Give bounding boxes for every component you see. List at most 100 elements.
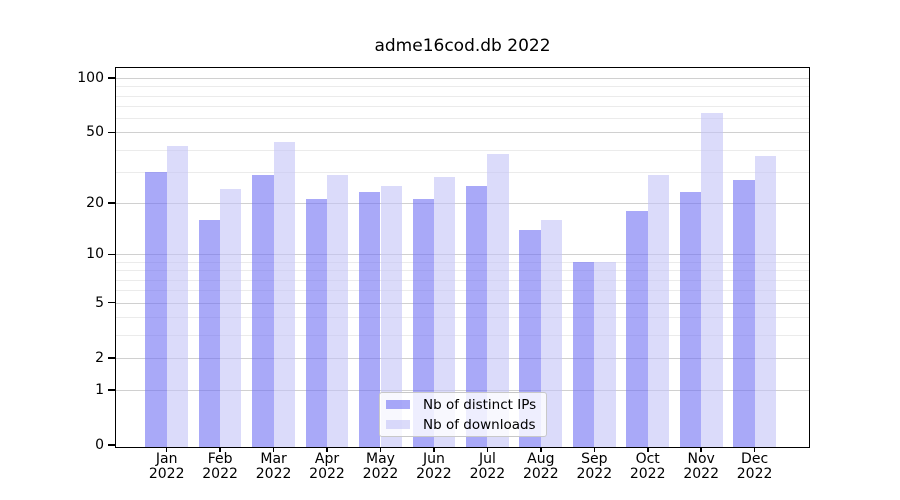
gridline-minor-7 [116, 279, 809, 281]
gridline-minor-4 [116, 317, 809, 319]
x-tick-year: 2022 [683, 466, 719, 482]
gridline-major-1 [116, 390, 809, 391]
x-tick-year: 2022 [522, 466, 559, 482]
gridline-minor-30 [116, 171, 809, 173]
y-tick-label-5: 5 [95, 294, 104, 311]
gridline-minor-6 [116, 290, 809, 292]
x-tick-year: 2022 [148, 466, 185, 482]
x-tick-label-feb: Feb 2022 [185, 452, 255, 482]
x-tick-label-aug: Aug 2022 [506, 452, 576, 482]
bar-jul-downloads [487, 153, 509, 447]
x-tick-month: Aug [527, 451, 555, 467]
gridline-minor-60 [116, 118, 809, 120]
x-tick-mark-mar [272, 447, 275, 452]
gridline-major-100 [116, 78, 809, 79]
bar-nov-distinct-ips [679, 192, 702, 447]
x-tick-month: Dec [741, 451, 769, 467]
x-tick-month: Feb [207, 451, 233, 467]
x-tick-label-sep: Sep 2022 [559, 452, 629, 482]
y-tick-label-2: 2 [95, 349, 104, 366]
bar-sep-downloads [594, 261, 616, 447]
bar-jul-distinct-ips [466, 185, 488, 447]
legend-label-downloads: Nb of downloads [423, 416, 536, 433]
gridline-minor-90 [116, 86, 809, 88]
x-tick-mark-nov [700, 447, 702, 452]
x-tick-year: 2022 [416, 466, 452, 482]
bar-apr-downloads [327, 174, 349, 447]
x-tick-label-jul: Jul 2022 [452, 452, 522, 482]
x-tick-month: Jun [422, 451, 445, 467]
x-tick-year: 2022 [576, 466, 613, 482]
y-tick-mark-1 [108, 389, 115, 391]
y-tick-mark-10 [108, 253, 115, 256]
bar-mar-downloads [273, 142, 295, 447]
x-tick-mark-aug [540, 447, 542, 452]
bar-sep-distinct-ips [572, 261, 595, 447]
legend-item-downloads: Nb of downloads [386, 416, 540, 433]
bar-oct-distinct-ips [626, 210, 648, 447]
x-tick-month: Nov [687, 451, 715, 467]
gridline-major-5 [116, 302, 809, 304]
bar-jan-downloads [166, 145, 189, 447]
x-tick-label-mar: Mar 2022 [239, 452, 309, 482]
y-tick-label-1: 1 [95, 382, 104, 398]
x-tick-year: 2022 [736, 466, 773, 482]
x-tick-mark-oct [647, 447, 649, 452]
bar-oct-downloads [647, 174, 670, 447]
y-tick-mark-5 [108, 301, 115, 304]
x-tick-month: Apr [314, 451, 340, 467]
bar-mar-distinct-ips [252, 174, 274, 447]
bar-nov-downloads [701, 113, 723, 447]
x-tick-year: 2022 [469, 466, 506, 482]
gridline-major-20 [116, 202, 809, 204]
plot-area [115, 67, 810, 448]
chart-title: adme16cod.db 2022 [374, 36, 551, 56]
gridline-minor-3 [116, 334, 809, 336]
x-tick-mark-jan [165, 447, 168, 452]
y-tick-mark-100 [108, 77, 115, 79]
bar-aug-downloads [540, 219, 563, 447]
gridline-major-10 [116, 254, 809, 256]
y-tick-label-0: 0 [95, 437, 104, 454]
bar-jan-distinct-ips [145, 171, 167, 447]
y-tick-label-50: 50 [86, 124, 104, 141]
legend-swatch-downloads [386, 420, 410, 429]
bar-dec-downloads [754, 155, 776, 447]
x-tick-year: 2022 [309, 466, 345, 482]
y-tick-mark-0 [108, 444, 115, 446]
gridline-minor-80 [116, 95, 809, 97]
x-tick-mark-may [379, 447, 382, 452]
x-tick-year: 2022 [255, 466, 292, 482]
x-tick-mark-sep [593, 447, 595, 452]
bar-may-downloads [380, 185, 402, 447]
x-tick-label-oct: Oct 2022 [613, 452, 683, 482]
bar-feb-downloads [220, 189, 242, 447]
x-tick-month: May [366, 451, 395, 467]
legend-swatch-distinct-ips [386, 400, 410, 409]
y-tick-label-100: 100 [77, 70, 104, 86]
legend-item-distinct-ips: Nb of distinct IPs [386, 396, 540, 413]
bar-may-distinct-ips [359, 192, 381, 447]
x-tick-label-nov: Nov 2022 [666, 452, 736, 482]
gridline-minor-70 [116, 106, 809, 107]
x-tick-month: Jul [478, 451, 496, 467]
x-tick-month: Oct [635, 451, 660, 467]
y-tick-label-20: 20 [86, 194, 104, 211]
gridline-minor-9 [116, 261, 809, 263]
x-tick-label-may: May 2022 [346, 452, 416, 482]
x-tick-month: Mar [260, 451, 287, 467]
x-tick-year: 2022 [202, 466, 238, 482]
gridline-major-2 [116, 357, 809, 359]
x-tick-mark-jul [486, 447, 489, 452]
bar-jun-downloads [433, 177, 456, 447]
gridline-minor-40 [116, 149, 809, 151]
x-tick-label-jun: Jun 2022 [399, 452, 469, 482]
y-tick-mark-2 [108, 357, 115, 359]
x-tick-year: 2022 [629, 466, 666, 482]
legend-label-distinct-ips: Nb of distinct IPs [423, 396, 537, 413]
x-tick-mark-jun [433, 447, 435, 452]
x-tick-month: Sep [581, 451, 608, 467]
x-tick-label-apr: Apr 2022 [292, 452, 362, 482]
bar-feb-distinct-ips [198, 219, 221, 447]
x-tick-month: Jan [155, 451, 178, 467]
